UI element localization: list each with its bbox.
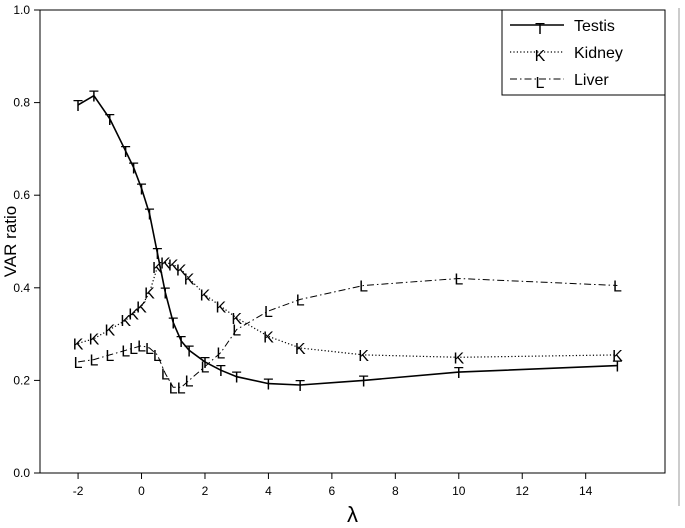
data-point-liver: L (89, 353, 98, 370)
data-point-testis: T (232, 370, 242, 387)
data-point-liver: L (454, 272, 463, 289)
legend-marker-kidney: K (535, 48, 546, 65)
data-point-liver: L (129, 341, 138, 358)
y-tick-label: 0.0 (13, 466, 30, 480)
y-tick-label: 0.4 (13, 281, 30, 295)
data-point-testis: T (200, 355, 210, 372)
y-tick-label: 0.2 (13, 373, 30, 387)
data-point-kidney: K (152, 260, 163, 277)
data-point-liver: L (185, 373, 194, 390)
legend-label-testis: Testis (574, 18, 615, 35)
series-line-testis (77, 94, 618, 386)
data-point-liver: L (161, 366, 170, 383)
legend-label-kidney: Kidney (574, 45, 623, 62)
data-point-testis: T (216, 363, 226, 380)
legend: T Testis K Kidney L Liver (501, 9, 666, 96)
data-point-testis: T (168, 316, 178, 333)
data-point-testis: T (137, 181, 147, 198)
data-point-testis: T (454, 365, 464, 382)
data-point-kidney: K (120, 313, 131, 330)
data-point-liver: L (216, 346, 225, 363)
data-point-kidney: K (160, 255, 171, 272)
data-point-testis: T (160, 285, 170, 302)
data-point-testis: T (152, 246, 162, 263)
x-tick-label: 8 (392, 484, 399, 498)
data-point-testis: T (176, 334, 186, 351)
x-tick-label: 14 (579, 484, 593, 498)
data-point-testis: T (264, 377, 274, 394)
data-point-kidney: K (136, 299, 147, 316)
legend-marker-testis: T (535, 21, 545, 38)
data-point-liver: L (145, 341, 154, 358)
data-point-testis: T (145, 207, 155, 224)
data-point-kidney: K (200, 288, 211, 305)
data-point-liver: L (74, 355, 83, 372)
data-point-kidney: K (453, 350, 464, 367)
data-point-kidney: K (104, 322, 115, 339)
legend-label-liver: Liver (574, 72, 609, 89)
data-point-testis: T (121, 144, 131, 161)
data-point-liver: L (177, 380, 186, 397)
data-point-liver: L (201, 360, 210, 377)
data-point-kidney: K (263, 329, 274, 346)
legend-marker-liver: L (536, 75, 545, 92)
legend-box (501, 9, 666, 96)
x-tick-label: 12 (516, 484, 530, 498)
data-point-liver: L (613, 278, 622, 295)
data-point-kidney: K (144, 285, 155, 302)
series-line-liver (78, 277, 618, 388)
data-point-testis: T (184, 343, 194, 360)
x-axis-label: λ (347, 502, 358, 527)
x-tick-label: 4 (265, 484, 272, 498)
data-point-liver: L (264, 304, 273, 321)
data-point-kidney: K (168, 258, 179, 275)
series-line-kidney (77, 261, 618, 358)
data-point-liver: L (169, 380, 178, 397)
plot-area-border (39, 9, 666, 474)
data-point-kidney: K (231, 311, 242, 328)
x-tick-label: 6 (329, 484, 336, 498)
data-point-testis: T (73, 98, 83, 115)
plot-frame (39, 8, 680, 506)
x-tick-label: 2 (202, 484, 209, 498)
data-point-kidney: K (184, 272, 195, 289)
data-point-liver: L (121, 343, 130, 360)
data-point-testis: T (359, 373, 369, 390)
y-tick-label: 0.8 (13, 96, 30, 110)
data-point-liver: L (296, 292, 305, 309)
x-tick-label: 0 (138, 484, 145, 498)
x-tick-label: -2 (73, 484, 84, 498)
data-point-liver: L (359, 278, 368, 295)
data-point-testis: T (613, 359, 623, 376)
y-axis-label: VAR ratio (1, 206, 20, 278)
data-point-kidney: K (612, 348, 623, 365)
data-point-testis: T (129, 160, 139, 177)
data-point-testis: T (105, 112, 115, 129)
y-tick-label: 0.6 (13, 188, 30, 202)
data-point-liver: L (232, 322, 241, 339)
data-point-kidney: K (176, 262, 187, 279)
data-point-liver: L (153, 348, 162, 365)
data-point-liver: L (137, 339, 146, 356)
data-point-kidney: K (358, 348, 369, 365)
data-point-kidney: K (216, 299, 227, 316)
data-point-kidney: K (295, 341, 306, 358)
data-point-testis: T (295, 378, 305, 395)
data-point-kidney: K (128, 306, 139, 323)
axis-ticks: -2 0 2 4 6 8 10 12 14 0.0 0.2 0.4 0.6 0.8 1.0 (13, 3, 592, 498)
y-tick-label: 1.0 (13, 3, 30, 17)
x-tick-label: 10 (452, 484, 466, 498)
data-point-kidney: K (73, 336, 84, 353)
data-point-testis: T (89, 89, 99, 106)
data-point-liver: L (105, 348, 114, 365)
data-point-kidney: K (89, 332, 100, 349)
